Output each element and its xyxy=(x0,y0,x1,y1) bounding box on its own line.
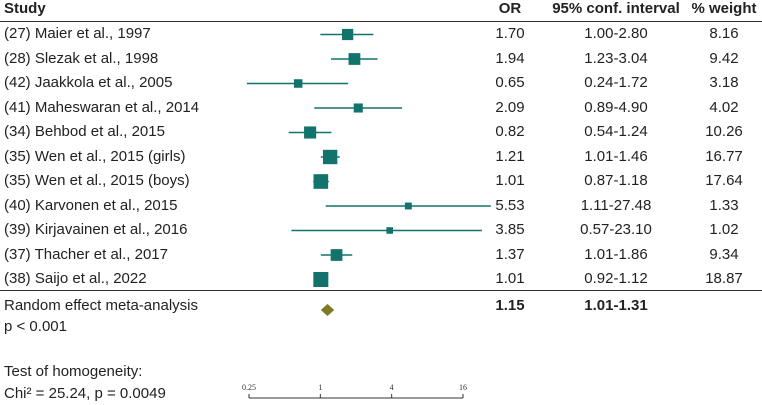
study-or: 1.37 xyxy=(495,245,525,263)
study-label: (41) Maheswaran et al., 2014 xyxy=(4,98,200,116)
study-ci: 0.24-1.72 xyxy=(584,74,648,91)
study-label: (39) Kirjavainen et al., 2016 xyxy=(4,221,188,238)
study-label: (40) Karvonen et al., 2015 xyxy=(4,196,178,214)
study-ci: 1.01-1.46 xyxy=(584,147,648,165)
study-ci: 0.57-23.10 xyxy=(580,221,652,238)
or-marker xyxy=(293,79,303,88)
study-weight: 3.18 xyxy=(709,74,739,91)
study-weight: 10.26 xyxy=(705,123,743,140)
study-ci: 1.00-2.80 xyxy=(584,25,648,42)
study-label: (37) Thacher et al., 2017 xyxy=(4,245,168,263)
study-weight: 9.34 xyxy=(709,245,739,263)
study-weight: 9.42 xyxy=(709,49,739,67)
study-label: (27) Maier et al., 1997 xyxy=(4,25,151,42)
x-tick-label: 0.25 xyxy=(242,383,256,392)
study-label: (35) Wen et al., 2015 (boys) xyxy=(4,172,190,189)
study-weight: 18.87 xyxy=(705,270,743,287)
study-or: 1.21 xyxy=(495,147,525,165)
study-weight: 16.77 xyxy=(705,147,743,165)
or-marker xyxy=(322,149,338,165)
or-marker xyxy=(386,227,393,234)
study-or: 1.01 xyxy=(495,172,525,189)
study-weight: 8.16 xyxy=(709,25,739,42)
study-label: (38) Saijo et al., 2022 xyxy=(4,270,147,287)
study-or: 1.70 xyxy=(495,25,525,42)
header-or: OR xyxy=(498,0,522,17)
study-ci: 0.54-1.24 xyxy=(584,123,648,140)
study-weight: 17.64 xyxy=(705,172,743,189)
study-label: (34) Behbod et al., 2015 xyxy=(4,123,165,140)
header-weight: % weight xyxy=(691,0,757,17)
study-ci: 0.89-4.90 xyxy=(584,98,648,116)
study-ci: 1.11-27.48 xyxy=(580,196,652,214)
or-marker xyxy=(313,174,329,189)
x-tick-label: 4 xyxy=(390,383,394,392)
study-label: (42) Jaakkola et al., 2005 xyxy=(4,74,173,91)
or-marker xyxy=(353,103,363,113)
x-tick-label: 1 xyxy=(318,383,322,392)
study-ci: 0.87-1.18 xyxy=(584,172,648,189)
study-or: 0.65 xyxy=(495,74,525,91)
header-ci: 95% conf. interval xyxy=(552,0,680,17)
summary-diamond xyxy=(320,304,335,316)
summary-pvalue: p < 0.001 xyxy=(4,318,67,335)
study-or: 0.82 xyxy=(495,123,525,140)
summary-label: Random effect meta-analysis xyxy=(4,297,198,314)
study-label: (28) Slezak et al., 1998 xyxy=(4,49,159,67)
homogeneity-stat: Chi² = 25.24, p = 0.0049 xyxy=(4,385,166,402)
study-or: 2.09 xyxy=(495,98,525,116)
study-or: 1.94 xyxy=(495,49,525,67)
or-marker xyxy=(330,249,343,261)
study-weight: 1.33 xyxy=(709,196,739,214)
or-marker xyxy=(342,28,354,41)
summary-rule xyxy=(0,290,762,291)
study-ci: 1.23-3.04 xyxy=(584,49,648,67)
study-or: 1.01 xyxy=(495,270,525,287)
study-weight: 1.02 xyxy=(709,221,739,238)
x-tick-label: 16 xyxy=(459,383,467,392)
header-rule xyxy=(0,21,762,22)
study-or: 5.53 xyxy=(495,196,525,214)
or-marker xyxy=(348,53,361,65)
study-label: (35) Wen et al., 2015 (girls) xyxy=(4,147,186,165)
study-weight: 4.02 xyxy=(709,98,739,116)
or-marker xyxy=(304,126,317,139)
or-marker xyxy=(313,272,329,287)
study-ci: 0.92-1.12 xyxy=(584,270,648,287)
summary-ci: 1.01-1.31 xyxy=(584,297,648,314)
study-or: 3.85 xyxy=(495,221,525,238)
or-marker xyxy=(404,202,412,210)
study-ci: 1.01-1.86 xyxy=(584,245,648,263)
homogeneity-title: Test of homogeneity: xyxy=(4,363,143,380)
summary-or: 1.15 xyxy=(495,297,525,314)
header-study: Study xyxy=(4,0,46,17)
